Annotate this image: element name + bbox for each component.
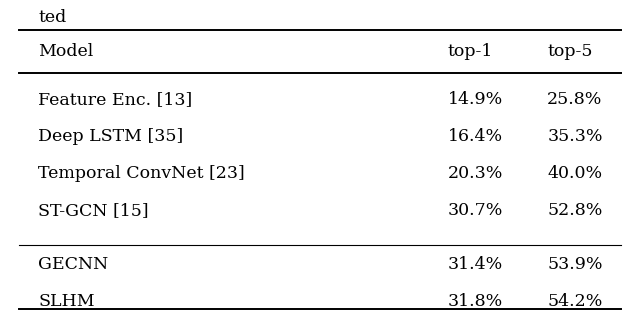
Text: 40.0%: 40.0% [547, 165, 602, 182]
Text: 35.3%: 35.3% [547, 128, 603, 145]
Text: 31.8%: 31.8% [448, 293, 503, 310]
Text: ted: ted [38, 9, 67, 26]
Text: GECNN: GECNN [38, 256, 109, 273]
Text: 54.2%: 54.2% [547, 293, 603, 310]
Text: Feature Enc. [13]: Feature Enc. [13] [38, 91, 193, 108]
Text: 52.8%: 52.8% [547, 202, 603, 219]
Text: Model: Model [38, 43, 93, 60]
Text: 31.4%: 31.4% [448, 256, 503, 273]
Text: 14.9%: 14.9% [448, 91, 503, 108]
Text: 20.3%: 20.3% [448, 165, 504, 182]
Text: 16.4%: 16.4% [448, 128, 503, 145]
Text: Temporal ConvNet [23]: Temporal ConvNet [23] [38, 165, 245, 182]
Text: SLHM: SLHM [38, 293, 95, 310]
Text: ST-GCN [15]: ST-GCN [15] [38, 202, 149, 219]
Text: top-5: top-5 [547, 43, 593, 60]
Text: 25.8%: 25.8% [547, 91, 603, 108]
Text: 53.9%: 53.9% [547, 256, 603, 273]
Text: top-1: top-1 [448, 43, 493, 60]
Text: Deep LSTM [35]: Deep LSTM [35] [38, 128, 184, 145]
Text: 30.7%: 30.7% [448, 202, 504, 219]
